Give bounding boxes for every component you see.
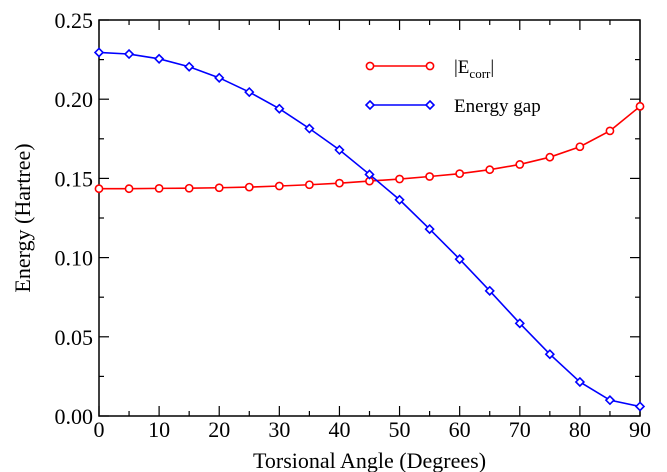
data-point-diamond xyxy=(394,194,405,205)
series-markers xyxy=(93,47,646,412)
x-tick-label: 0 xyxy=(94,417,105,442)
data-point-diamond xyxy=(484,285,495,296)
y-tick-label: 0.00 xyxy=(55,404,94,429)
x-tick-label: 50 xyxy=(389,417,411,442)
data-point-diamond xyxy=(544,349,555,360)
data-point-circle xyxy=(154,183,164,193)
y-tick-label: 0.05 xyxy=(55,325,94,350)
data-point-diamond xyxy=(604,395,616,406)
y-tick-label: 0.25 xyxy=(55,8,94,33)
data-point-diamond xyxy=(364,169,375,180)
legend-label-energy-gap: Energy gap xyxy=(454,96,541,117)
tick-labels: 0 10 20 30 40 50 60 70 80 90 0.00 0.05 0.10 0.15 0.20 0… xyxy=(55,8,652,442)
data-point-circle xyxy=(274,181,284,191)
data-point-circle xyxy=(485,165,495,175)
data-point-circle xyxy=(335,178,344,188)
x-tick-label: 60 xyxy=(449,417,471,442)
axis-ticks xyxy=(98,19,641,417)
data-point-circle xyxy=(214,183,224,193)
data-point-diamond xyxy=(153,53,165,64)
legend-marker-ecorr xyxy=(365,61,375,71)
legend-marker-energy-gap xyxy=(364,99,376,111)
data-point-diamond xyxy=(214,72,225,83)
data-point-circle xyxy=(94,184,104,194)
x-tick-label: 20 xyxy=(208,417,230,442)
legend: |Ecorr| Energy gap xyxy=(364,57,541,117)
data-point-diamond xyxy=(184,61,195,72)
legend-label-ecorr: |Ecorr| xyxy=(454,57,494,81)
data-point-circle xyxy=(395,174,404,184)
x-axis-label: Torsional Angle (Degrees) xyxy=(253,448,486,472)
data-point-circle xyxy=(304,180,314,190)
data-point-circle xyxy=(455,169,465,179)
legend-label-ecorr-subscript: corr xyxy=(469,66,491,81)
data-point-diamond xyxy=(514,318,525,329)
x-tick-label: 80 xyxy=(569,417,591,442)
x-tick-label: 40 xyxy=(328,417,350,442)
data-point-diamond xyxy=(334,144,345,156)
legend-marker-energy-gap xyxy=(424,99,436,111)
data-point-diamond xyxy=(634,401,646,412)
data-point-circle xyxy=(244,182,254,192)
legend-marker-ecorr xyxy=(425,61,435,71)
data-point-circle xyxy=(545,152,555,162)
y-tick-label: 0.10 xyxy=(55,246,94,271)
x-tick-label: 10 xyxy=(148,417,170,442)
data-point-circle xyxy=(635,101,645,111)
data-point-circle xyxy=(425,172,435,181)
x-tick-label: 90 xyxy=(629,417,651,442)
data-point-diamond xyxy=(93,47,105,58)
data-point-circle xyxy=(184,183,194,193)
x-tick-label: 30 xyxy=(268,417,290,442)
data-point-diamond xyxy=(454,254,465,265)
y-tick-label: 0.20 xyxy=(55,87,94,112)
data-point-circle xyxy=(605,126,615,136)
data-point-diamond xyxy=(574,376,586,388)
data-point-diamond xyxy=(424,223,435,235)
plot-frame xyxy=(98,19,641,417)
data-point-diamond xyxy=(244,86,255,98)
data-point-diamond xyxy=(123,48,135,60)
data-point-circle xyxy=(515,160,525,169)
y-tick-label: 0.15 xyxy=(55,166,94,191)
y-axis-label: Energy (Hartree) xyxy=(10,143,35,292)
data-point-circle xyxy=(575,142,585,152)
data-point-diamond xyxy=(304,123,315,134)
data-point-circle xyxy=(124,184,134,194)
data-point-diamond xyxy=(274,103,285,114)
x-tick-label: 70 xyxy=(509,417,531,442)
